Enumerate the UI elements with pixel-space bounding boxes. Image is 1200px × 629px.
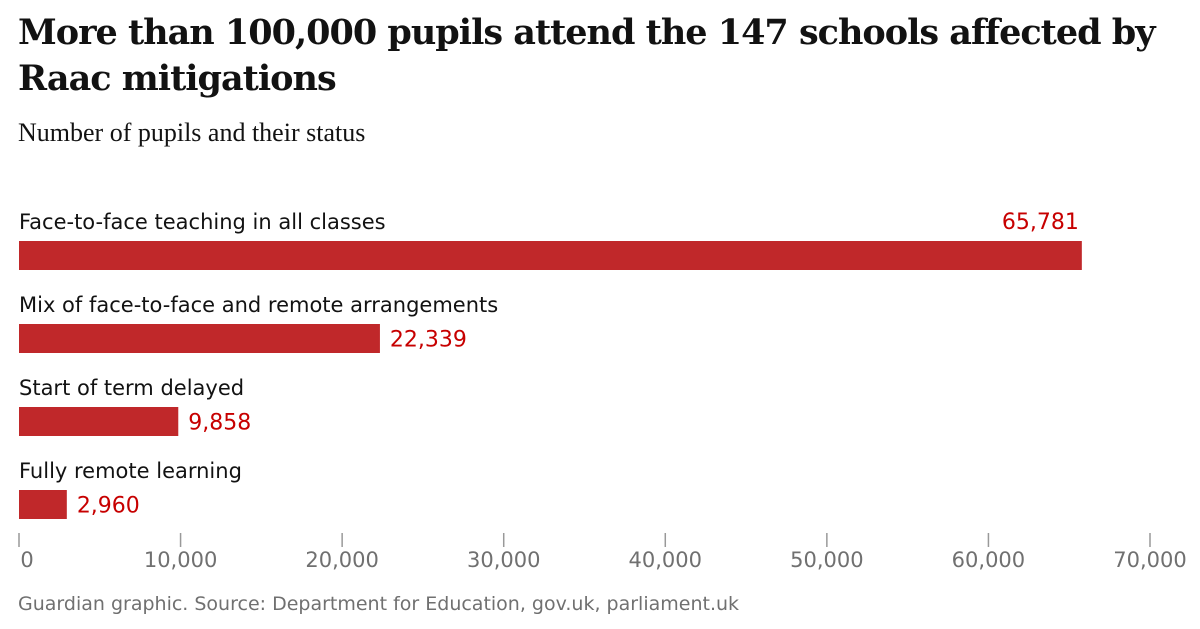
- bar: [19, 490, 67, 519]
- bar-chart: Face-to-face teaching in all classes 65,7…: [18, 210, 1187, 572]
- chart-title: More than 100,000 pupils attend the 147 …: [18, 12, 1156, 99]
- x-tick-label: 0: [20, 548, 33, 572]
- value-label: 65,781: [1002, 210, 1079, 235]
- x-tick-label: 70,000: [1113, 548, 1186, 572]
- chart-subtitle: Number of pupils and their status: [18, 118, 366, 147]
- bar: [19, 407, 179, 436]
- x-tick-label: 50,000: [790, 548, 863, 572]
- x-tick-label: 10,000: [144, 548, 217, 572]
- category-label: Fully remote learning: [19, 459, 242, 483]
- x-tick-label: 60,000: [952, 548, 1025, 572]
- value-label: 2,960: [77, 494, 140, 519]
- value-label: 22,339: [390, 328, 467, 353]
- category-label: Start of term delayed: [19, 376, 244, 400]
- bar: [19, 324, 380, 353]
- category-label: Mix of face-to-face and remote arrangeme…: [19, 293, 498, 317]
- x-tick-label: 30,000: [467, 548, 540, 572]
- value-label: 9,858: [188, 411, 251, 436]
- bar: [19, 241, 1082, 270]
- x-tick-label: 20,000: [305, 548, 378, 572]
- source-note: Guardian graphic. Source: Department for…: [18, 593, 740, 615]
- category-label: Face-to-face teaching in all classes: [19, 210, 386, 234]
- x-tick-label: 40,000: [629, 548, 702, 572]
